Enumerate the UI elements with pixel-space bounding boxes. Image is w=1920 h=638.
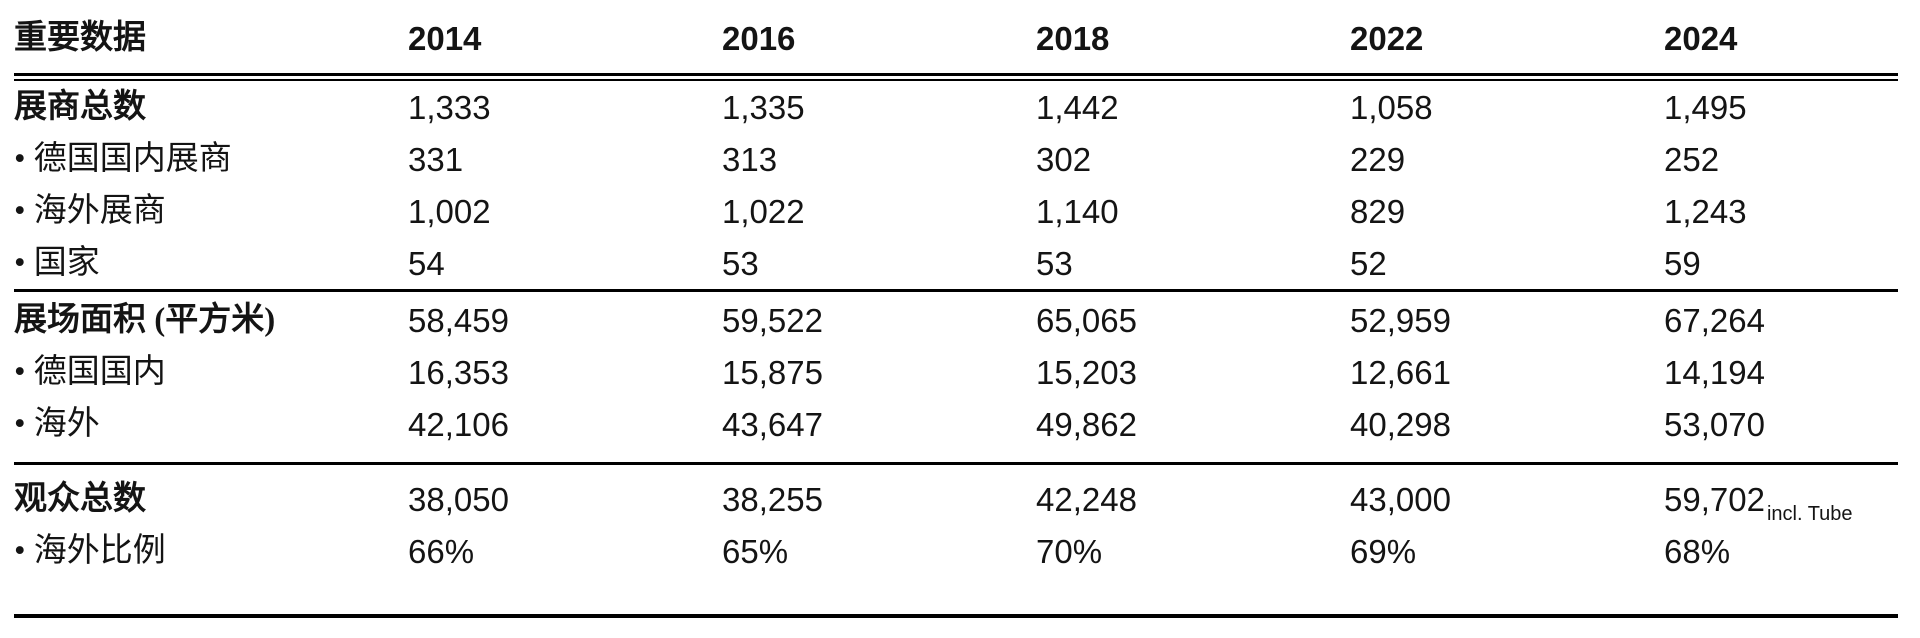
cell-2018: 49,862 <box>1036 405 1137 443</box>
cell-2024: 68% <box>1664 532 1731 570</box>
cell-2022: 829 <box>1350 192 1406 230</box>
cell-2024: 1,495 <box>1664 88 1747 126</box>
year-header-2016: 2016 <box>722 20 796 57</box>
table-bottom-border <box>14 614 1898 618</box>
cell-2016: 43,647 <box>722 405 823 443</box>
cell-2024: 59 <box>1664 244 1701 282</box>
cell-2018: 70% <box>1036 532 1103 570</box>
key-data-table: 重要数据 2014 2016 2018 2022 2024 展商总数 1,333… <box>14 0 1898 618</box>
cell-2022: 52,959 <box>1350 301 1451 339</box>
cell-2016: 38,255 <box>722 480 823 518</box>
cell-2024: 252 <box>1664 140 1720 178</box>
section-divider <box>14 289 1898 292</box>
cell-2024: 59,702 incl. Tube <box>1664 480 1898 524</box>
cell-2018: 42,248 <box>1036 480 1137 518</box>
cell-2018: 1,140 <box>1036 192 1119 230</box>
year-header-2024: 2024 <box>1664 20 1738 57</box>
cell-2014: 331 <box>408 140 464 178</box>
table-row-german-area: • 德国国内 16,353 15,875 15,203 12,661 14,19… <box>14 346 1898 398</box>
cell-2024: 1,243 <box>1664 192 1747 230</box>
table-title: 重要数据 <box>14 20 146 56</box>
table-row-overseas-share: • 海外比例 66% 65% 70% 69% 68% <box>14 525 1898 577</box>
cell-2016: 53 <box>722 244 759 282</box>
row-label: 展商总数 <box>14 88 146 125</box>
cell-2014: 58,459 <box>408 301 509 339</box>
cell-2018: 65,065 <box>1036 301 1137 339</box>
section-divider <box>14 462 1898 465</box>
cell-2014: 66% <box>408 532 475 570</box>
cell-2014: 1,333 <box>408 88 491 126</box>
cell-2016: 313 <box>722 140 778 178</box>
row-label: 观众总数 <box>14 480 146 517</box>
row-label: • 德国国内展商 <box>14 140 232 177</box>
header-divider <box>14 73 1898 81</box>
table-row-total-area: 展场面积 (平方米) 58,459 59,522 65,065 52,959 6… <box>14 294 1898 346</box>
row-label: • 国家 <box>14 244 100 281</box>
cell-2016: 65% <box>722 532 789 570</box>
cell-2016: 1,022 <box>722 192 805 230</box>
cell-2024: 67,264 <box>1664 301 1765 339</box>
cell-2022: 12,661 <box>1350 353 1451 391</box>
cell-2014: 42,106 <box>408 405 509 443</box>
table-row-overseas-area: • 海外 42,106 43,647 49,862 40,298 53,070 <box>14 398 1898 450</box>
year-header-2014: 2014 <box>408 20 482 57</box>
visitors-total-2024: 59,702 <box>1664 480 1765 518</box>
cell-2018: 302 <box>1036 140 1092 178</box>
row-label: 展场面积 (平方米) <box>14 301 276 338</box>
table-row-german-exhibitors: • 德国国内展商 331 313 302 229 252 <box>14 133 1898 185</box>
table-header-row: 重要数据 2014 2016 2018 2022 2024 <box>14 0 1898 73</box>
cell-2016: 15,875 <box>722 353 823 391</box>
cell-2022: 43,000 <box>1350 480 1451 518</box>
row-label: • 海外比例 <box>14 532 166 569</box>
section-exhibitors: 展商总数 1,333 1,335 1,442 1,058 1,495 • 德国国… <box>14 81 1898 289</box>
cell-2018: 15,203 <box>1036 353 1137 391</box>
cell-2016: 59,522 <box>722 301 823 339</box>
cell-2022: 52 <box>1350 244 1387 282</box>
cell-2014: 54 <box>408 244 445 282</box>
cell-2022: 40,298 <box>1350 405 1451 443</box>
cell-2014: 1,002 <box>408 192 491 230</box>
cell-2018: 1,442 <box>1036 88 1119 126</box>
table-row-total-visitors: 观众总数 38,050 38,255 42,248 43,000 59,702 i… <box>14 473 1898 525</box>
visitors-note: incl. Tube <box>1766 502 1853 525</box>
cell-2016: 1,335 <box>722 88 805 126</box>
section-area: 展场面积 (平方米) 58,459 59,522 65,065 52,959 6… <box>14 292 1898 462</box>
cell-2022: 229 <box>1350 140 1406 178</box>
table-row-overseas-exhibitors: • 海外展商 1,002 1,022 1,140 829 1,243 <box>14 185 1898 237</box>
row-label: • 海外 <box>14 405 100 442</box>
cell-2014: 16,353 <box>408 353 509 391</box>
cell-2014: 38,050 <box>408 480 509 518</box>
cell-2022: 1,058 <box>1350 88 1433 126</box>
cell-2024: 14,194 <box>1664 353 1765 391</box>
table-row-countries: • 国家 54 53 53 52 59 <box>14 237 1898 289</box>
row-label: • 德国国内 <box>14 353 166 390</box>
row-label: • 海外展商 <box>14 192 166 229</box>
table-row-total-exhibitors: 展商总数 1,333 1,335 1,442 1,058 1,495 <box>14 81 1898 133</box>
year-header-2018: 2018 <box>1036 20 1110 57</box>
cell-2024: 53,070 <box>1664 405 1765 443</box>
cell-2022: 69% <box>1350 532 1417 570</box>
year-header-2022: 2022 <box>1350 20 1424 57</box>
section-visitors: 观众总数 38,050 38,255 42,248 43,000 59,702 i… <box>14 465 1898 614</box>
cell-2018: 53 <box>1036 244 1073 282</box>
